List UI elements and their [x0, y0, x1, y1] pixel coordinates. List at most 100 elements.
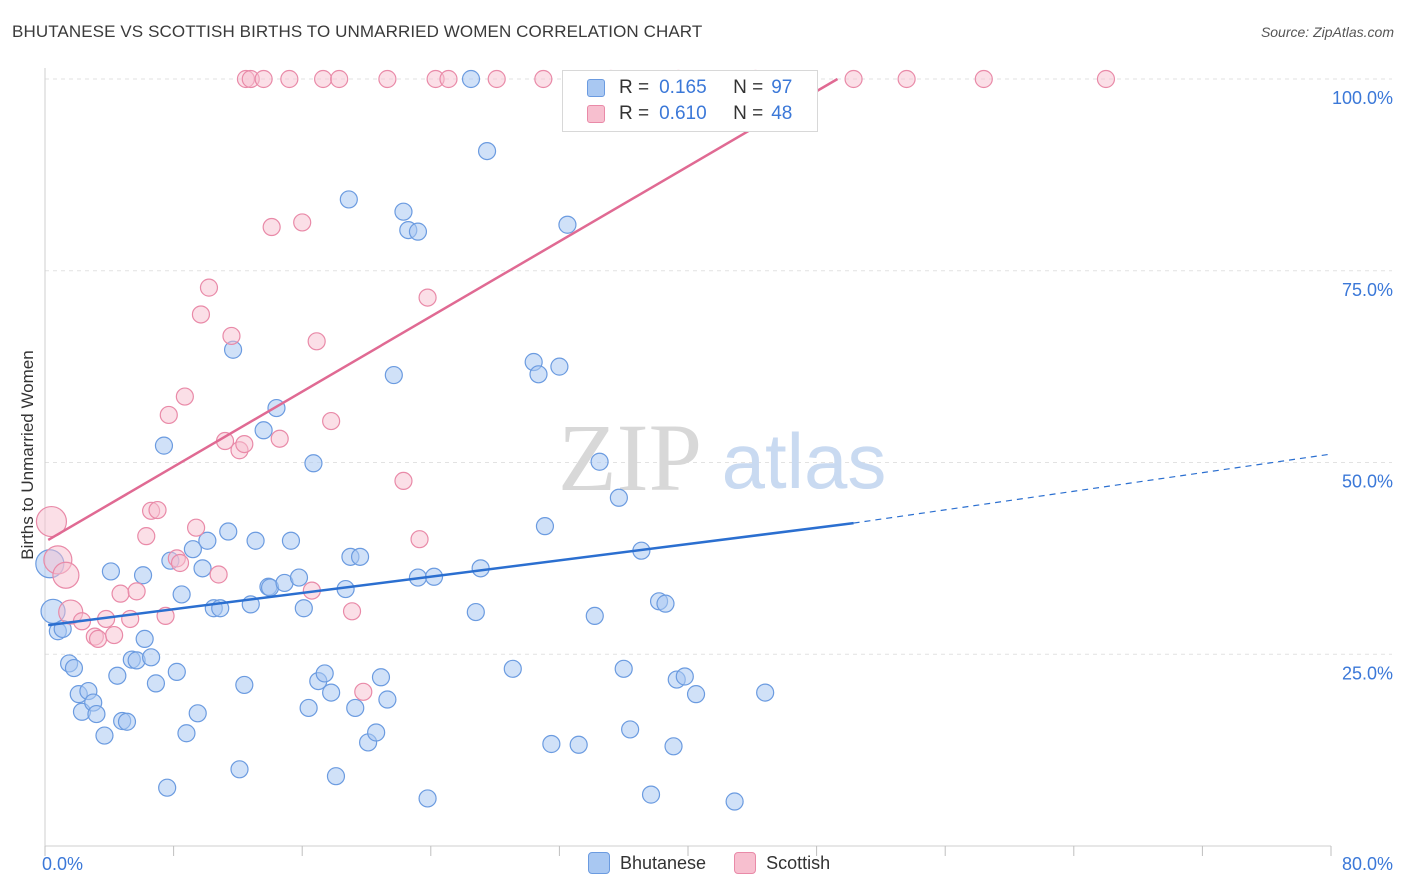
data-point-scottish: [378, 69, 397, 89]
data-point-scottish: [175, 387, 194, 406]
axes: [44, 68, 1332, 856]
data-point-bhutanese: [339, 190, 358, 209]
data-point-bhutanese: [558, 215, 577, 234]
data-point-scottish: [209, 565, 228, 584]
data-point-scottish: [35, 505, 68, 538]
data-point-bhutanese: [95, 726, 114, 745]
data-point-bhutanese: [64, 658, 84, 678]
data-point-bhutanese: [569, 735, 588, 754]
legend-box: R = 0.165 N = 97 R = 0.610 N = 48: [562, 70, 818, 132]
data-point-bhutanese: [154, 436, 174, 455]
data-point-bhutanese: [158, 778, 177, 797]
data-point-bhutanese: [503, 659, 522, 678]
data-point-scottish: [270, 429, 289, 448]
data-point-bhutanese: [326, 767, 346, 786]
data-point-bhutanese: [294, 599, 313, 618]
y-tick-label: 100.0%: [1332, 88, 1393, 108]
data-point-bhutanese: [378, 690, 397, 709]
data-point-scottish: [52, 561, 80, 589]
data-point-scottish: [199, 278, 219, 297]
series-scottish: [35, 69, 1116, 701]
data-point-bhutanese: [299, 698, 318, 718]
legend-r-value-bhutanese: 0.165: [659, 77, 707, 98]
data-point-scottish: [187, 518, 206, 537]
data-point-scottish: [262, 217, 281, 237]
data-point-bhutanese: [230, 760, 249, 779]
legend-r-label: R =: [619, 103, 650, 124]
bottom-legend-bhutanese[interactable]: Bhutanese: [588, 852, 706, 874]
data-point-bhutanese: [418, 789, 437, 808]
data-point-bhutanese: [167, 662, 186, 681]
data-point-bhutanese: [183, 540, 202, 559]
bottom-legend: Bhutanese Scottish: [588, 852, 858, 874]
data-point-bhutanese: [346, 698, 365, 718]
legend-n-value-scottish: 48: [771, 103, 793, 124]
watermark: ZIP atlas: [558, 404, 886, 511]
y-tick-label: 50.0%: [1342, 472, 1393, 492]
tick-labels: 25.0% 50.0% 75.0% 100.0% 0.0% 80.0%: [42, 88, 1393, 874]
data-point-scottish: [897, 69, 916, 89]
data-point-scottish: [410, 530, 429, 549]
legend-swatch-pink: [587, 105, 605, 123]
data-point-scottish: [487, 69, 506, 89]
data-point-bhutanese: [408, 222, 428, 241]
data-point-scottish: [307, 332, 326, 351]
data-point-bhutanese: [466, 602, 485, 622]
data-point-bhutanese: [371, 668, 391, 687]
bottom-legend-swatch-blue: [588, 852, 610, 874]
data-point-scottish: [844, 69, 863, 89]
bottom-legend-scottish[interactable]: Scottish: [734, 852, 830, 874]
data-point-bhutanese: [254, 421, 273, 440]
data-point-scottish: [293, 213, 312, 232]
data-point-bhutanese: [585, 606, 604, 626]
trend-lines: [47, 77, 1332, 627]
data-point-bhutanese: [535, 517, 555, 536]
data-point-bhutanese: [367, 723, 386, 742]
data-point-bhutanese: [675, 667, 694, 686]
data-point-bhutanese: [756, 683, 775, 702]
trend-line-bhutanese: [48, 521, 854, 627]
data-point-bhutanese: [614, 659, 633, 678]
data-point-scottish: [170, 553, 190, 573]
data-point-bhutanese: [384, 365, 403, 385]
data-point-scottish: [330, 69, 349, 89]
data-point-scottish: [88, 629, 108, 649]
data-point-scottish: [137, 527, 156, 546]
data-point-bhutanese: [550, 357, 569, 376]
data-point-bhutanese: [322, 683, 341, 702]
data-point-scottish: [342, 602, 362, 621]
data-point-bhutanese: [141, 648, 161, 667]
data-point-bhutanese: [172, 585, 191, 604]
data-point-scottish: [254, 69, 273, 89]
legend-n-label: N =: [733, 103, 764, 124]
data-point-bhutanese: [246, 531, 265, 550]
data-point-bhutanese: [219, 522, 238, 541]
x-tick-label: 80.0%: [1342, 854, 1393, 874]
data-point-bhutanese: [133, 566, 153, 585]
data-point-bhutanese: [117, 712, 137, 731]
legend-r-value-scottish: 0.610: [659, 103, 707, 124]
data-point-scottish: [322, 411, 341, 431]
data-point-bhutanese: [656, 594, 675, 613]
data-point-scottish: [148, 500, 167, 520]
data-point-bhutanese: [542, 734, 561, 754]
y-tick-label: 75.0%: [1342, 280, 1393, 300]
data-point-scottish: [418, 288, 437, 307]
data-point-bhutanese: [315, 664, 334, 683]
data-point-bhutanese: [621, 720, 640, 739]
data-point-bhutanese: [529, 365, 548, 384]
data-point-bhutanese: [101, 562, 121, 581]
data-point-scottish: [974, 69, 993, 89]
data-point-bhutanese: [304, 454, 323, 473]
data-point-scottish: [191, 305, 211, 324]
data-point-bhutanese: [188, 704, 207, 723]
data-point-scottish: [313, 69, 333, 89]
data-point-bhutanese: [198, 531, 217, 550]
grid-lines: [45, 78, 1392, 655]
data-point-bhutanese: [686, 685, 706, 704]
data-point-bhutanese: [146, 674, 166, 693]
data-point-scottish: [105, 625, 124, 645]
data-point-bhutanese: [590, 452, 609, 471]
watermark-atlas: atlas: [722, 417, 887, 505]
